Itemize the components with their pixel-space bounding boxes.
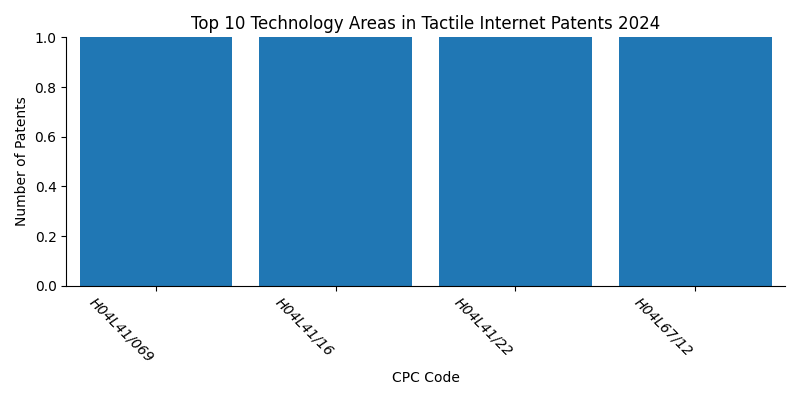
Bar	[80, 37, 233, 286]
Title: Top 10 Technology Areas in Tactile Internet Patents 2024: Top 10 Technology Areas in Tactile Inter…	[191, 15, 660, 33]
X-axis label: CPC Code: CPC Code	[392, 371, 459, 385]
Y-axis label: Number of Patents: Number of Patents	[15, 97, 29, 226]
Bar	[618, 37, 771, 286]
Bar	[259, 37, 412, 286]
Bar	[439, 37, 592, 286]
